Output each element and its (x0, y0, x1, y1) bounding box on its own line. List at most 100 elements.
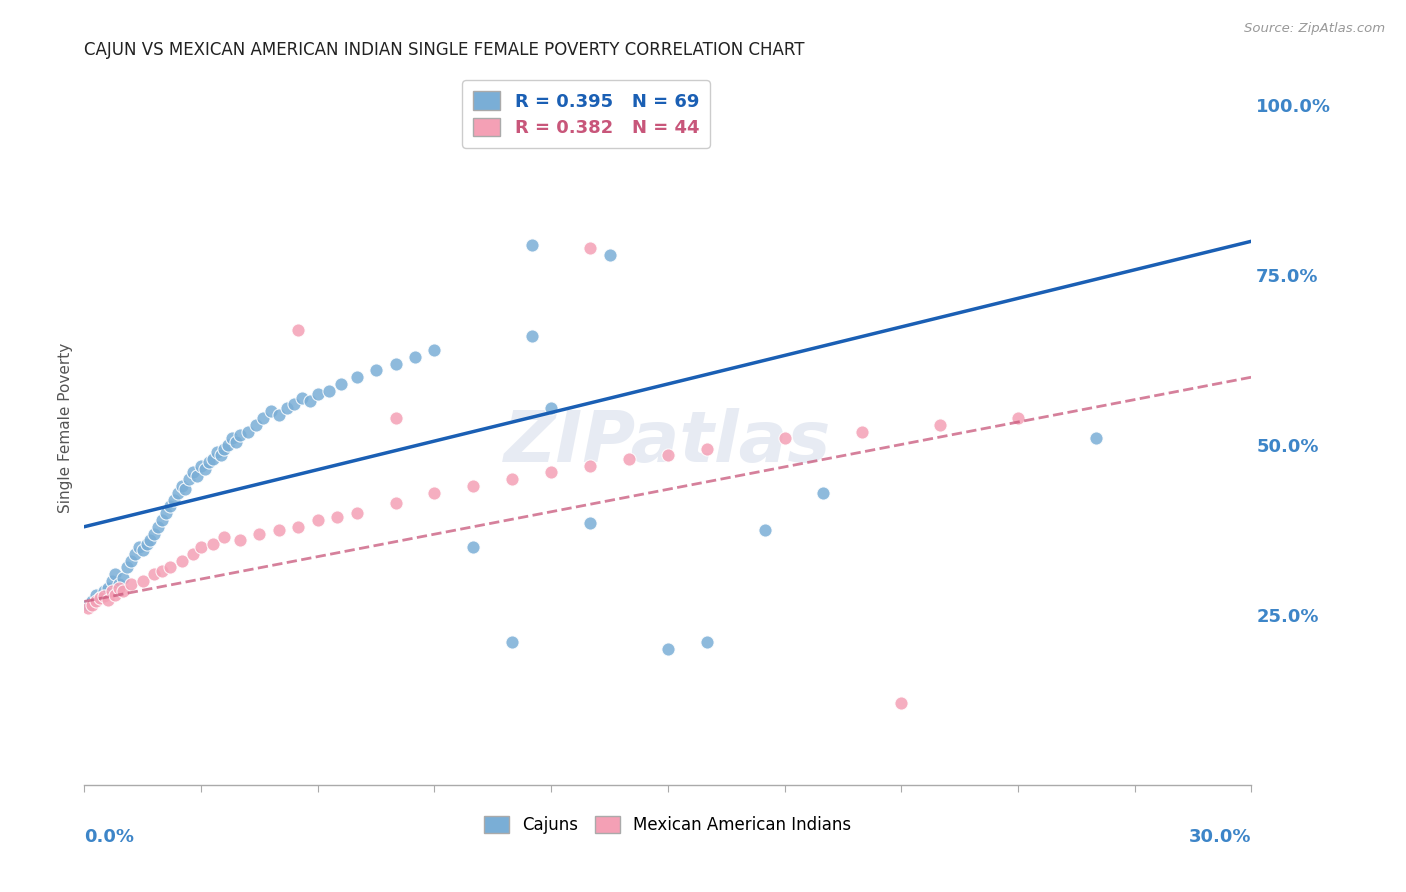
Point (1084, 431, 1107, 445)
Point (112, 584, 135, 599)
Point (120, 554, 142, 568)
Point (97, 593, 120, 607)
Point (696, 635, 718, 649)
Point (181, 466, 204, 480)
Point (181, 547, 204, 561)
Point (174, 483, 197, 497)
Point (186, 468, 208, 483)
Text: Source: ZipAtlas.com: Source: ZipAtlas.com (1244, 22, 1385, 36)
Point (773, 431, 796, 445)
Point (384, 357, 406, 371)
Point (115, 560, 138, 574)
Point (214, 442, 236, 456)
Point (150, 564, 173, 578)
Point (143, 567, 166, 582)
Point (128, 540, 150, 554)
Point (221, 431, 243, 445)
Point (599, 248, 621, 262)
Point (657, 642, 679, 657)
Point (205, 445, 228, 459)
Point (155, 506, 177, 520)
Point (104, 567, 127, 582)
Point (404, 350, 426, 364)
Point (132, 574, 155, 588)
Point (501, 635, 523, 649)
Point (326, 509, 349, 524)
Point (89, 591, 111, 605)
Point (366, 363, 388, 377)
Point (520, 237, 543, 252)
Point (84, 588, 107, 602)
Point (84, 594, 107, 608)
Point (384, 496, 406, 510)
Point (291, 391, 314, 405)
Point (190, 458, 212, 473)
Point (82, 598, 104, 612)
Point (929, 417, 952, 432)
Point (159, 560, 181, 574)
Point (108, 581, 131, 595)
Point (423, 485, 446, 500)
Point (89, 591, 111, 605)
Text: 30.0%: 30.0% (1189, 828, 1251, 846)
Point (283, 397, 305, 411)
Point (267, 408, 290, 422)
Point (229, 428, 252, 442)
Point (813, 485, 835, 500)
Point (1007, 411, 1029, 425)
Point (170, 554, 193, 568)
Point (93, 589, 115, 603)
Point (287, 519, 309, 533)
Point (384, 411, 406, 425)
Point (579, 458, 602, 473)
Point (93, 584, 115, 599)
Point (229, 533, 252, 548)
Point (307, 387, 329, 401)
Point (540, 466, 562, 480)
Point (124, 547, 146, 561)
Point (209, 448, 232, 462)
Point (423, 343, 446, 357)
Point (540, 401, 562, 415)
Point (579, 516, 602, 531)
Point (463, 540, 485, 554)
Point (179, 472, 201, 486)
Point (148, 519, 170, 533)
Point (298, 394, 321, 409)
Point (143, 526, 166, 541)
Point (252, 411, 274, 425)
Point (108, 577, 131, 591)
Point (104, 588, 127, 602)
Point (287, 323, 309, 337)
Point (150, 513, 173, 527)
Point (198, 455, 221, 469)
Point (330, 376, 353, 391)
Point (163, 492, 186, 507)
Point (120, 577, 142, 591)
Point (112, 571, 135, 585)
Point (166, 485, 188, 500)
Point (82, 594, 104, 608)
Point (217, 438, 239, 452)
Point (276, 401, 298, 415)
Point (194, 462, 217, 476)
Point (132, 543, 155, 558)
Point (260, 404, 283, 418)
Text: ZIPatlas: ZIPatlas (505, 408, 831, 477)
Legend: Cajuns, Mexican American Indians: Cajuns, Mexican American Indians (478, 809, 858, 841)
Point (245, 417, 267, 432)
Point (100, 584, 122, 599)
Point (135, 537, 157, 551)
Point (201, 451, 224, 466)
Point (520, 329, 543, 343)
Point (657, 448, 679, 462)
Point (201, 537, 224, 551)
Text: CAJUN VS MEXICAN AMERICAN INDIAN SINGLE FEMALE POVERTY CORRELATION CHART: CAJUN VS MEXICAN AMERICAN INDIAN SINGLE … (84, 41, 804, 59)
Point (249, 526, 271, 541)
Point (77, 601, 100, 615)
Point (851, 425, 873, 439)
Point (754, 523, 776, 537)
Point (225, 434, 247, 449)
Point (696, 442, 718, 456)
Point (318, 384, 340, 398)
